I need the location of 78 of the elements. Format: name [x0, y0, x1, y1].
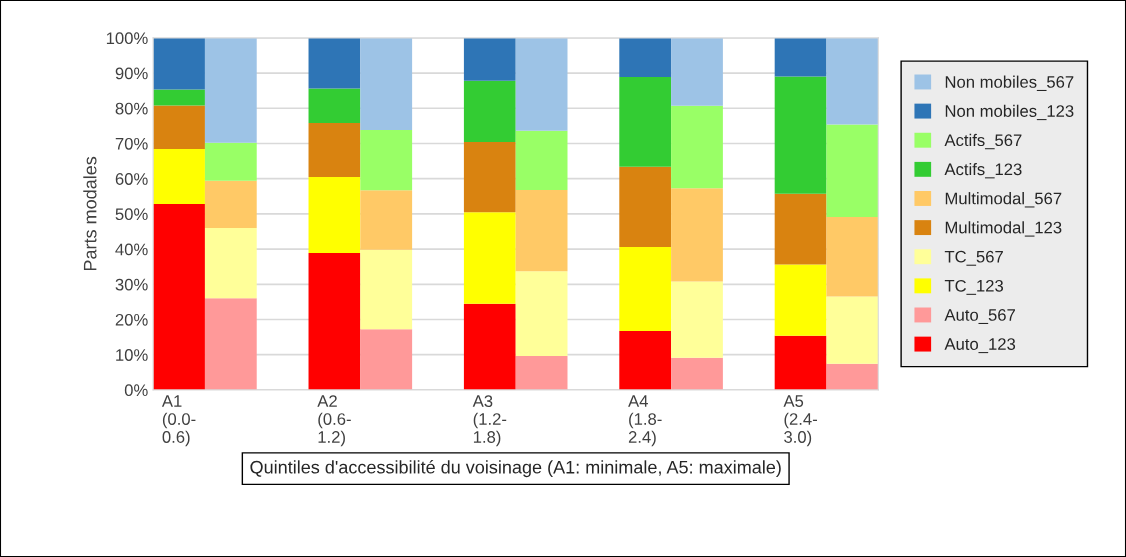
bar [826, 124, 879, 218]
y-tick-label: 70% [115, 137, 148, 150]
bar [463, 142, 516, 213]
x-tick-label: A4 (1.8- 2.4) [628, 395, 662, 447]
bar [308, 37, 361, 89]
bar [826, 363, 879, 390]
bar [774, 335, 827, 390]
y-tick-label: 80% [115, 102, 148, 115]
bar [153, 105, 205, 150]
bar [619, 246, 672, 332]
bar [204, 142, 257, 181]
legend-label: Non mobiles_123 [945, 104, 1074, 121]
y-tick-label: 20% [115, 313, 148, 326]
bar [463, 303, 516, 390]
bar [308, 88, 361, 124]
bar [774, 193, 827, 265]
y-tick-label: 0% [124, 384, 148, 397]
bar [463, 80, 516, 143]
legend-label: Non mobiles_567 [945, 75, 1074, 91]
bar [619, 166, 672, 247]
bar [774, 37, 827, 77]
legend-label: Auto_123 [944, 338, 1016, 354]
bar [308, 123, 361, 177]
bar [153, 89, 205, 106]
bar [826, 296, 879, 364]
bar [204, 298, 257, 390]
x-tick-label: A1 (0.0- 0.6) [161, 395, 196, 447]
bar [671, 105, 723, 189]
y-tick-label: 100% [106, 32, 148, 45]
x-axis-title: Quintiles d'accessibilité du voisinage (A1: minimale, A5: maximale) [250, 460, 781, 478]
y-tick-label: 40% [115, 243, 148, 256]
bar [515, 189, 568, 272]
x-tick-label: A2 (0.6- 1.2) [317, 395, 351, 447]
bar [619, 331, 672, 390]
y-tick-label: 50% [115, 208, 148, 221]
bar [515, 37, 568, 131]
bar [774, 264, 827, 336]
bar [360, 249, 413, 330]
bar [826, 37, 879, 125]
bar [204, 227, 257, 299]
bar [204, 37, 257, 143]
bar [671, 188, 723, 282]
bar [515, 356, 568, 390]
bar [515, 130, 568, 190]
bar [671, 357, 723, 390]
legend-label: TC_123 [944, 279, 1004, 295]
bar [515, 271, 568, 357]
bar [619, 37, 672, 77]
legend-label: TC_567 [944, 250, 1003, 266]
bar [360, 37, 413, 131]
bar [826, 217, 879, 297]
legend-label: Auto_567 [944, 309, 1015, 324]
x-tick-label: A5 (2.4- 3.0) [783, 395, 817, 447]
bar [463, 37, 516, 81]
bar [308, 176, 361, 253]
y-tick-label: 90% [115, 67, 148, 80]
bar [360, 130, 413, 191]
y-axis-title: Parts modales [83, 156, 97, 271]
x-tick-label: A3 (1.2- 1.8) [472, 395, 507, 447]
bar [671, 281, 723, 358]
bar [153, 204, 205, 390]
bar [671, 37, 723, 106]
bar [153, 37, 205, 90]
y-tick-label: 60% [115, 173, 148, 185]
bar [308, 252, 361, 390]
bar [619, 76, 672, 167]
legend-label: Actifs_123 [944, 162, 1022, 179]
bar [204, 180, 257, 228]
bar [360, 329, 413, 390]
legend-label: Multimodal_567 [945, 192, 1062, 208]
legend-label: Actifs_567 [944, 133, 1022, 150]
y-tick-label: 10% [116, 349, 148, 361]
y-tick-label: 30% [115, 278, 148, 291]
legend-label: Multimodal_123 [945, 221, 1062, 237]
bar [153, 149, 205, 205]
bar [360, 190, 413, 250]
bar [774, 76, 827, 194]
bar [463, 212, 516, 304]
